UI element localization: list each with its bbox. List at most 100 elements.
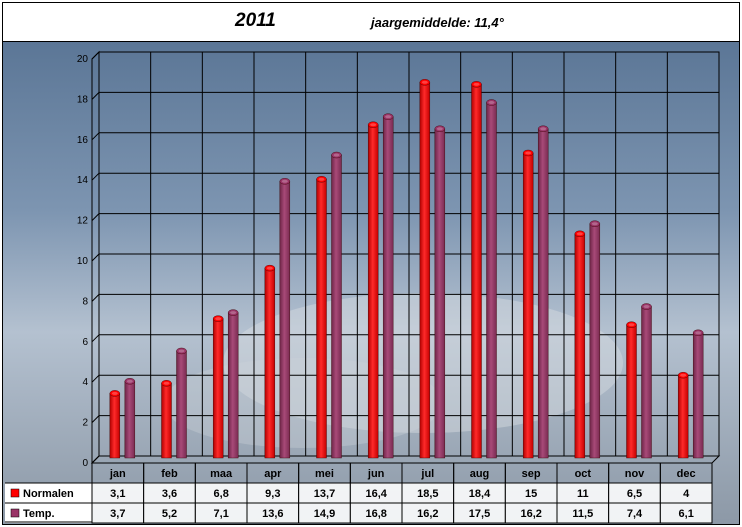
bar-cap [212,315,224,322]
data-label: 14,9 [314,508,335,520]
bar-body [641,306,652,459]
x-tick-label: apr [264,468,282,480]
bar-cap-highlight [488,101,495,104]
bar-cap-highlight [591,222,598,226]
y-tick-label: 14 [77,175,89,186]
y-tick-label: 6 [82,337,88,348]
y-gridline-depth [91,172,100,181]
bar-cap [264,264,276,272]
bar-temp [176,347,187,459]
bar-normalen [316,176,327,459]
data-label: 17,5 [469,508,490,520]
bar-cap-highlight [576,232,583,236]
bar-normalen [161,380,172,459]
bar-normalen [367,121,379,459]
y-gridline-depth [91,132,100,141]
bar-body [419,82,431,459]
legend-entry: Normalen [23,488,74,500]
data-label: 6,5 [627,488,642,500]
bar-cap-highlight [695,331,702,335]
bar-body [537,128,549,459]
data-label: 16,2 [417,508,438,520]
bar-cap-highlight [230,311,237,315]
bar-normalen [109,390,121,459]
bar-body [124,381,136,459]
bar-cap-highlight [163,381,170,385]
data-label: 11 [577,488,589,500]
bar-cap-highlight [436,127,443,131]
bar-temp [641,303,652,459]
bar-cap-highlight [540,127,547,131]
bar-body [471,84,482,459]
data-label: 18,5 [417,488,438,500]
data-label: 13,6 [262,508,283,520]
data-label: 4 [683,488,690,500]
legend-swatch [10,488,20,498]
legend-swatch [10,508,20,518]
data-label: 3,1 [110,488,125,500]
bar-temp [382,113,394,459]
y-tick-label: 0 [82,458,88,469]
y-gridline-depth [91,253,100,262]
bar-body [486,102,497,459]
y-tick-label: 10 [77,256,89,267]
bar-normalen [419,79,431,459]
bar-normalen [471,81,482,459]
y-tick-label: 8 [82,296,88,307]
bar-body [574,233,586,459]
bar-body [677,375,689,459]
bar-cap [367,121,379,128]
x-tick-label: jul [420,468,434,480]
y-tick-label: 20 [77,54,89,65]
bar-body [109,393,121,459]
bar-cap [227,309,239,316]
bar-cap [486,99,497,106]
bar-normalen [212,315,224,459]
bar-normalen [264,264,276,459]
bar-cap-highlight [680,373,687,377]
bar-cap [279,178,291,185]
bar-body [589,223,601,459]
bar-cap [176,347,187,355]
data-label: 15 [525,488,537,500]
bar-cap [434,125,446,132]
bar-cap [109,390,121,397]
bar-cap-highlight [385,115,392,119]
bar-temp [331,151,342,459]
bar-temp [434,125,446,459]
y-gridline-depth [91,294,100,302]
bar-cap-highlight [333,153,340,157]
bar-cap-highlight [421,80,428,84]
y-tick-label: 16 [77,135,89,146]
data-table: jan feb maa apr mei jun jul aug sep oct nov dec Norm… [5,462,713,524]
x-tick-label: maa [210,468,233,480]
bar-normalen [626,321,637,459]
bar-body [161,383,172,459]
data-label: 6,1 [679,508,694,520]
bar-body [212,318,224,459]
cloud-shape [163,358,443,448]
bar-temp [692,329,704,459]
table-cell [659,502,713,524]
y-gridline-depth [91,334,100,343]
legend-entry: Temp. [23,508,55,520]
bar-cap-highlight [525,151,532,155]
bar-body [692,332,704,459]
x-tick-label: aug [470,468,490,480]
bar-cap [471,81,482,88]
data-label: 3,7 [110,508,125,520]
data-label: 16,2 [520,508,541,520]
x-tick-label: feb [161,468,178,480]
bar-body [279,181,291,459]
data-label: 16,4 [365,488,387,500]
bar-cap-highlight [643,305,650,309]
data-label: 3,6 [162,488,177,500]
y-tick-label: 4 [82,377,88,388]
data-label: 9,3 [265,488,280,500]
y-gridline-depth [91,415,100,423]
bar-cap-highlight [178,349,185,353]
y-gridline-depth [91,51,100,60]
bar-cap [641,303,652,310]
bar-cap-highlight [266,266,273,270]
